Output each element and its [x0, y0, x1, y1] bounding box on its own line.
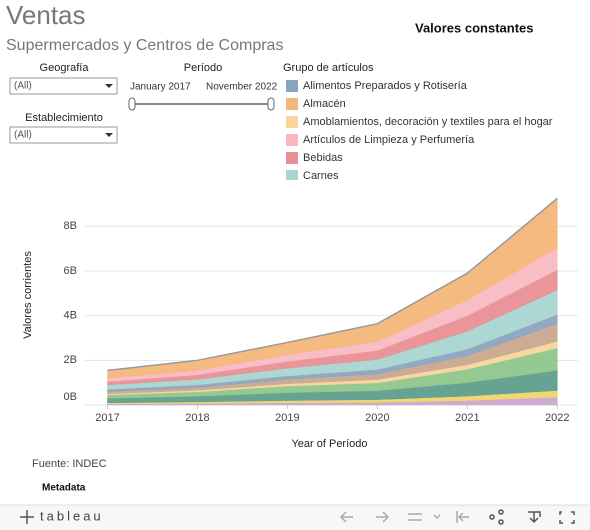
legend-label: Amoblamientos, decoración y textiles par…: [303, 116, 553, 128]
legend-label: Bebidas: [303, 152, 343, 164]
y-tick-label: 4B: [64, 310, 77, 322]
range-start: January 2017: [130, 82, 191, 93]
legend-swatch: [286, 116, 298, 128]
range-end: November 2022: [206, 82, 278, 93]
y-tick-label: 6B: [64, 265, 77, 277]
plot: 0B 2B 4B 6B 8B 2017 2018 2019 2020 2021 2022 Year o…: [22, 197, 578, 450]
x-tick-label: 2020: [365, 412, 389, 424]
legend: Alimentos Preparados y Rotisería Almacén A…: [286, 80, 553, 182]
legend-swatch: [286, 80, 298, 92]
y-tick-label: 0B: [64, 391, 77, 403]
dropdown[interactable]: (All): [9, 77, 118, 95]
dropdown-value: (All): [14, 81, 32, 92]
y-tick-label: 2B: [64, 354, 77, 366]
y-tick-label: 8B: [64, 220, 77, 232]
metadata[interactable]: Metadata: [42, 483, 86, 494]
subtitle: Supermercados y Centros de Compras: [6, 37, 283, 54]
legend-swatch: [286, 170, 298, 180]
x-tick-label: 2021: [455, 412, 479, 424]
legend-label: Artículos de Limpieza y Perfumería: [303, 134, 475, 146]
legend-swatch: [286, 134, 298, 146]
x-tick-label: 2017: [95, 412, 119, 424]
legend-label: Alimentos Preparados y Rotisería: [303, 80, 468, 92]
dropdown[interactable]: (All): [9, 126, 118, 144]
source: Fuente: INDEC: [32, 458, 107, 470]
toolbar-icons[interactable]: [339, 509, 575, 525]
x-axis-label: Year of Período: [291, 438, 367, 450]
total-line: [107, 197, 558, 372]
note: Valores constantes: [415, 20, 534, 35]
filter-label: Establecimiento: [25, 112, 103, 124]
legend-label: Carnes: [303, 170, 339, 182]
legend-swatch: [286, 98, 298, 110]
title: Ventas: [6, 0, 86, 30]
legend-title: Grupo de artículos: [283, 62, 374, 74]
toolbar: [0, 505, 590, 530]
filter-label: Período: [184, 62, 223, 74]
filter-label: Geografía: [40, 62, 90, 74]
brand: tableau: [40, 508, 104, 523]
x-tick-label: 2019: [275, 412, 299, 424]
dropdown-value: (All): [14, 130, 32, 141]
y-axis-label: Valores corrientes: [22, 251, 34, 339]
x-tick-label: 2022: [545, 412, 569, 424]
brand-logo: [20, 510, 34, 524]
x-tick-label: 2018: [185, 412, 209, 424]
legend-swatch: [286, 152, 298, 164]
range-slider[interactable]: [128, 97, 275, 111]
legend-label: Almacén: [303, 98, 346, 110]
